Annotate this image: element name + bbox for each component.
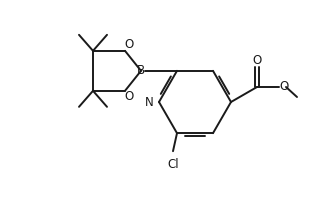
Text: O: O — [124, 38, 134, 51]
Text: N: N — [145, 95, 154, 108]
Text: Cl: Cl — [167, 158, 179, 171]
Text: O: O — [252, 53, 262, 66]
Text: O: O — [124, 90, 134, 103]
Text: O: O — [279, 79, 289, 92]
Text: B: B — [137, 64, 145, 77]
